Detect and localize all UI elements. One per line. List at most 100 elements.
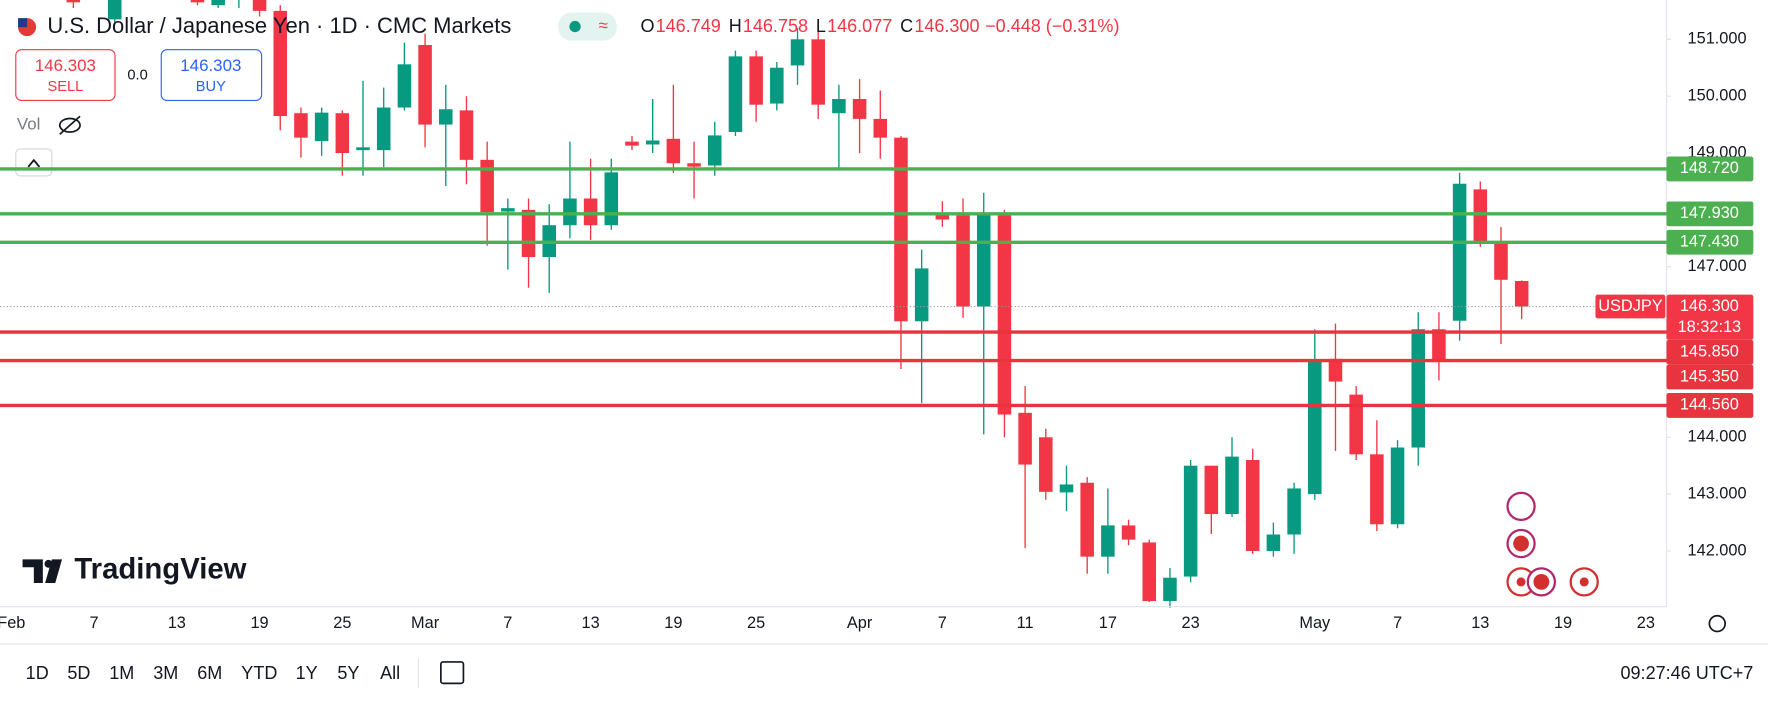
x-tick-label: 25: [333, 614, 351, 632]
timeframe-button[interactable]: 5Y: [337, 663, 359, 683]
x-tick-label: 19: [250, 614, 268, 632]
market-open-dot: [569, 20, 581, 33]
candle-body: [459, 110, 474, 160]
candle-body: [1328, 358, 1343, 382]
level-label: 147.930: [1680, 204, 1739, 222]
y-tick-label: 143.000: [1688, 484, 1747, 502]
x-tick-label: 19: [664, 614, 682, 632]
candle-body: [1514, 280, 1529, 307]
candle-body: [335, 113, 350, 154]
candle-body: [252, 0, 267, 11]
ohlc-value: 146.300: [914, 16, 979, 36]
ohlc-value: 146.077: [827, 16, 892, 36]
timeframe-button[interactable]: 1Y: [296, 663, 318, 683]
x-tick-label: 7: [1393, 614, 1402, 632]
y-tick-label: 144.000: [1688, 428, 1747, 446]
sell-label: SELL: [47, 79, 83, 95]
candle-body: [1039, 437, 1053, 492]
candle-body: [314, 112, 329, 142]
buy-label: BUY: [196, 79, 226, 95]
timeframe-button[interactable]: YTD: [241, 663, 277, 683]
candle-body: [811, 39, 825, 105]
ohlc-key: H: [729, 16, 742, 36]
candle-body: [1349, 394, 1363, 455]
collapse-button[interactable]: [15, 148, 53, 177]
y-tick-label: 142.000: [1688, 541, 1747, 559]
levels: USDJPY 146.300 18:32:13 148.720 147.930 147.4…: [0, 156, 1754, 418]
candle-body: [294, 113, 308, 138]
candle-body: [666, 138, 681, 164]
sell-button[interactable]: [15, 49, 116, 101]
candle-body: [480, 159, 494, 213]
x-tick-label: 13: [168, 614, 186, 632]
event-icon: [1506, 491, 1536, 522]
y-tick-label: 151.000: [1688, 30, 1747, 48]
candle-body: [1390, 447, 1405, 525]
candle-body: [873, 118, 888, 138]
timeframe-button[interactable]: All: [380, 663, 400, 683]
timeframe-toolbar: 1D 5D 1M 3M 6M YTD 1Y 5Y All: [26, 663, 400, 683]
candle-body: [1018, 412, 1032, 465]
timeframe-button[interactable]: 5D: [67, 663, 90, 683]
x-tick-label: Feb: [0, 614, 25, 632]
symbol-tag: [1595, 294, 1666, 319]
candle-body: [687, 163, 701, 167]
event-dot: [1579, 577, 1589, 587]
flag-icon: [1513, 535, 1529, 552]
candle-body: [1183, 465, 1198, 577]
sell-price: 146.303: [35, 56, 96, 75]
level-tag: [1666, 229, 1754, 255]
timeframe-button[interactable]: 1M: [109, 663, 134, 683]
candle-body: [707, 135, 722, 166]
candle-body: [1266, 534, 1281, 551]
candle-body: [273, 10, 288, 117]
candle-body: [832, 99, 846, 114]
candle-body: [1494, 241, 1508, 280]
candle-body: [583, 198, 598, 226]
candle-body: [604, 172, 619, 226]
candle-body: [1142, 542, 1157, 602]
flag-icon: [18, 18, 28, 28]
settings-icon[interactable]: [1708, 614, 1726, 633]
eye-icon: [58, 117, 81, 133]
price-change: −0.448 (−0.31%): [985, 16, 1119, 36]
flag-icon: [1533, 574, 1550, 590]
x-tick-label: Apr: [847, 614, 873, 632]
timeframe-button[interactable]: 6M: [197, 663, 222, 683]
event-icons[interactable]: [1506, 491, 1599, 597]
candle-body: [997, 215, 1012, 415]
x-tick-label: 7: [503, 614, 512, 632]
candle-body: [914, 268, 929, 322]
candle-body: [1059, 484, 1074, 493]
level-tag: [1666, 339, 1754, 365]
candle-body: [1287, 488, 1301, 535]
y-tick-label: 150.000: [1688, 86, 1747, 104]
timeframe-button[interactable]: 3M: [153, 663, 178, 683]
candle-body: [1308, 360, 1322, 495]
status-icon: ≈: [599, 16, 608, 35]
timeframe-button[interactable]: 1D: [26, 663, 49, 683]
x-tick-label: 17: [1099, 614, 1117, 632]
symbol-tag-text: USDJPY: [1598, 297, 1663, 315]
hide-volume-icon[interactable]: [58, 115, 81, 135]
x-tick-label: 11: [1017, 614, 1034, 632]
candle-body: [956, 215, 970, 307]
goto-date-icon[interactable]: [440, 661, 465, 685]
y-tick-label: 147.000: [1688, 257, 1747, 275]
candle-body: [107, 0, 122, 20]
ohlc-key: L: [816, 16, 826, 36]
candle-body: [356, 147, 370, 151]
status-badge[interactable]: [558, 12, 617, 41]
candle-body: [211, 0, 225, 6]
candle-body: [749, 56, 763, 105]
x-tick-label: Mar: [411, 614, 440, 632]
chevron-icon: [27, 158, 41, 168]
candle-body: [1452, 183, 1467, 321]
x-tick-label: 13: [582, 614, 600, 632]
ohlc-key: O: [640, 16, 654, 36]
buy-button[interactable]: [160, 49, 263, 101]
level-label: 144.560: [1680, 396, 1739, 414]
level-label: 148.720: [1680, 159, 1739, 177]
